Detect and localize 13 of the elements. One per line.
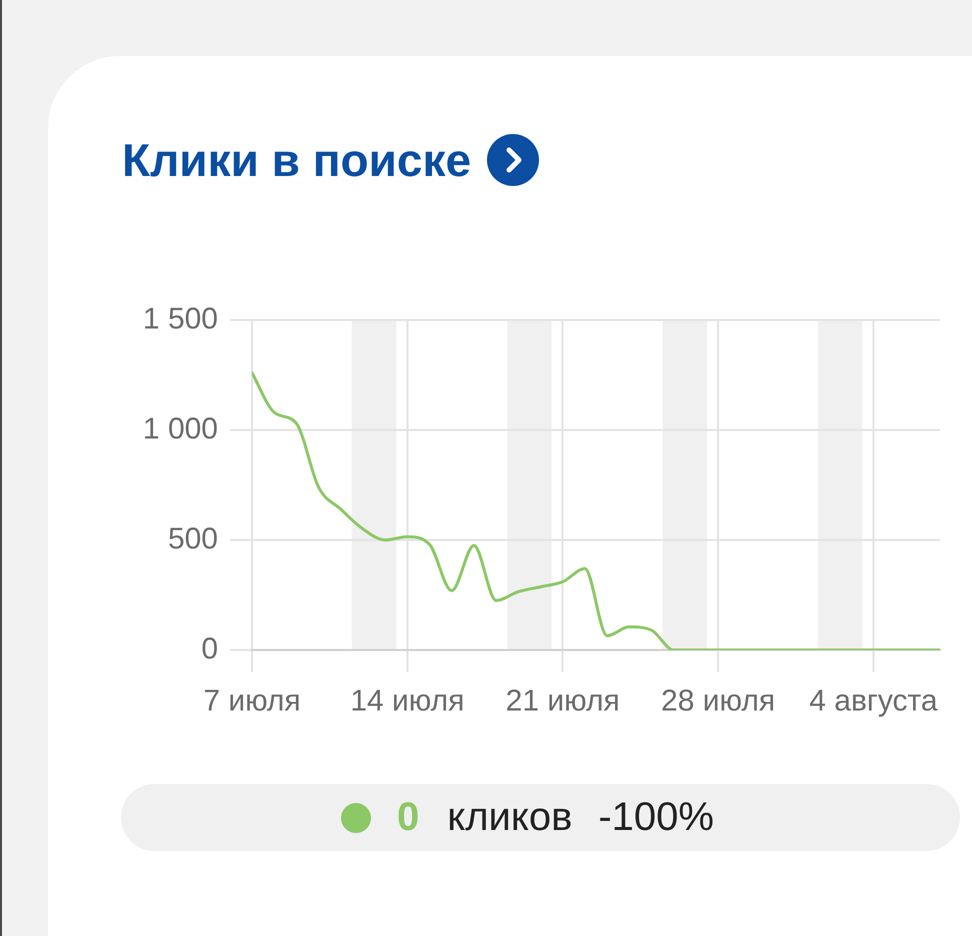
text: 0	[397, 795, 420, 840]
legend-label: кликов	[447, 795, 572, 840]
x-tick-label: 7 июля	[203, 684, 301, 718]
y-tick-label: 1 500	[142, 302, 218, 336]
x-tick-label: 4 августа	[809, 684, 938, 718]
y-tick-label: 0	[201, 632, 218, 666]
x-tick-label: 28 июля	[661, 684, 776, 718]
chart-title: Клики в поиске	[122, 133, 472, 188]
x-tick-label: 14 июля	[350, 684, 464, 718]
x-tick-label: 21 июля	[506, 684, 620, 718]
y-tick-label: 500	[168, 522, 218, 556]
text: -100%	[598, 795, 714, 840]
y-tick-label: 1 000	[142, 412, 218, 446]
